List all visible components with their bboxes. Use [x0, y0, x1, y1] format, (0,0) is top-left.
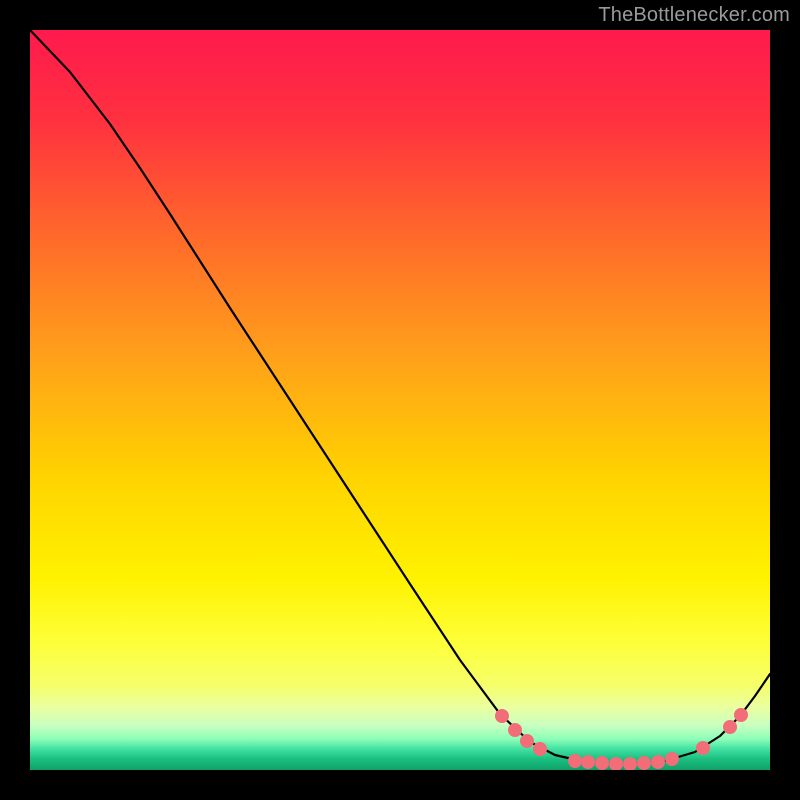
curve-marker	[652, 756, 665, 769]
curve-marker	[666, 753, 679, 766]
curve-marker	[569, 755, 582, 768]
curve-marker	[596, 757, 609, 770]
bottleneck-curve	[30, 30, 770, 764]
chart-frame: TheBottlenecker.com	[0, 0, 800, 800]
curve-marker	[509, 724, 522, 737]
curve-marker	[624, 758, 637, 771]
attribution-text: TheBottlenecker.com	[598, 4, 790, 27]
marker-group	[496, 709, 748, 771]
curve-marker	[724, 721, 737, 734]
curve-marker	[534, 743, 547, 756]
curve-marker	[735, 709, 748, 722]
plot-area	[30, 30, 770, 770]
curve-marker	[496, 710, 509, 723]
curve-marker	[610, 758, 623, 771]
curve-marker	[697, 742, 710, 755]
curve-marker	[582, 756, 595, 769]
curve-layer	[30, 30, 770, 770]
curve-marker	[521, 735, 534, 748]
curve-marker	[638, 757, 651, 770]
